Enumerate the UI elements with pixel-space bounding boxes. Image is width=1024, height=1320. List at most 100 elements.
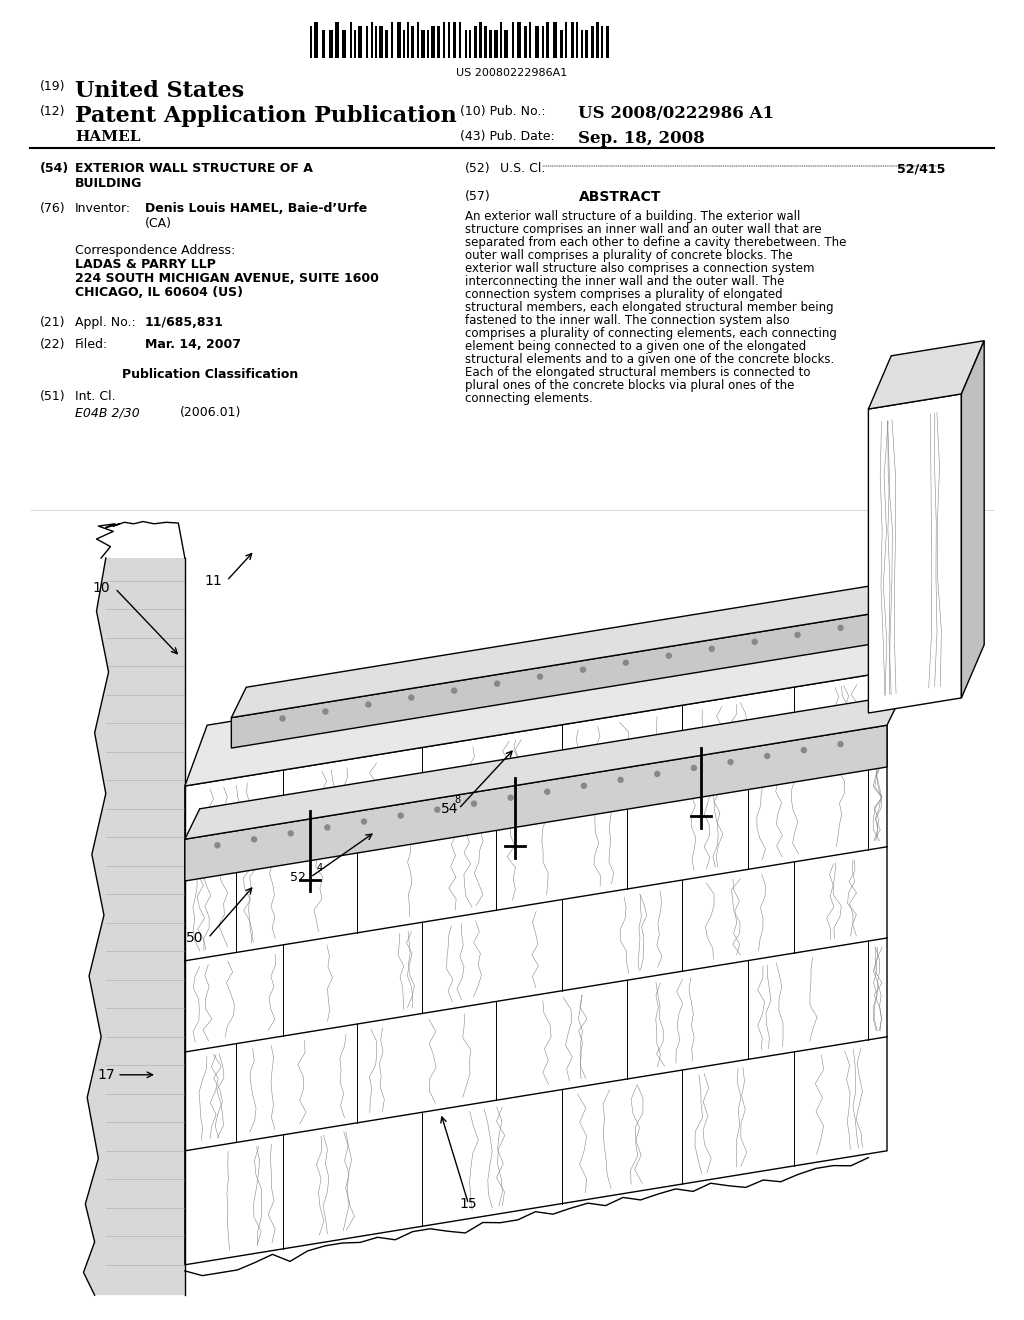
Circle shape [582, 783, 587, 788]
Text: outer wall comprises a plurality of concrete blocks. The: outer wall comprises a plurality of conc… [465, 249, 793, 261]
Bar [465, 30, 467, 58]
Text: (10) Pub. No.:: (10) Pub. No.: [460, 106, 546, 117]
Bar [571, 22, 574, 58]
Polygon shape [962, 341, 984, 698]
Bar [397, 22, 401, 58]
Text: EXTERIOR WALL STRUCTURE OF A
BUILDING: EXTERIOR WALL STRUCTURE OF A BUILDING [75, 162, 313, 190]
Bar [560, 30, 563, 58]
Text: Publication Classification: Publication Classification [122, 368, 298, 381]
Text: Int. Cl.: Int. Cl. [75, 389, 116, 403]
Text: 52: 52 [290, 871, 305, 883]
Circle shape [452, 688, 457, 693]
Circle shape [215, 842, 220, 847]
Text: CHICAGO, IL 60604 (US): CHICAGO, IL 60604 (US) [75, 286, 243, 300]
Bar [354, 30, 356, 58]
Bar [484, 26, 487, 58]
Text: structural members, each elongated structural member being: structural members, each elongated struc… [465, 301, 834, 314]
Bar [524, 26, 527, 58]
Polygon shape [84, 558, 185, 1295]
Bar [596, 22, 599, 58]
Circle shape [795, 632, 800, 638]
Circle shape [710, 647, 714, 651]
Bar [489, 30, 492, 58]
Circle shape [409, 696, 414, 700]
Circle shape [545, 789, 550, 795]
Bar [411, 26, 414, 58]
Circle shape [280, 715, 285, 721]
Bar [512, 22, 514, 58]
Text: Filed:: Filed: [75, 338, 109, 351]
Bar [553, 22, 557, 58]
Bar [504, 30, 508, 58]
Bar [329, 30, 333, 58]
Bar [350, 22, 352, 58]
Text: E04B 2/30: E04B 2/30 [75, 407, 139, 418]
Text: (2006.01): (2006.01) [180, 407, 242, 418]
Circle shape [398, 813, 403, 818]
Text: interconnecting the inner wall and the outer wall. The: interconnecting the inner wall and the o… [465, 275, 784, 288]
Bar [310, 26, 312, 58]
Text: 8: 8 [455, 795, 461, 805]
Bar [335, 22, 339, 58]
Bar [591, 26, 594, 58]
Bar [479, 22, 482, 58]
Text: Each of the elongated structural members is connected to: Each of the elongated structural members… [465, 366, 811, 379]
Text: plural ones of the concrete blocks via plural ones of the: plural ones of the concrete blocks via p… [465, 379, 795, 392]
Polygon shape [185, 672, 887, 1265]
Circle shape [581, 667, 586, 672]
Circle shape [495, 681, 500, 686]
Text: (52): (52) [465, 162, 490, 176]
Text: connection system comprises a plurality of elongated: connection system comprises a plurality … [465, 288, 782, 301]
Text: element being connected to a given one of the elongated: element being connected to a given one o… [465, 341, 806, 352]
Text: Sep. 18, 2008: Sep. 18, 2008 [578, 129, 705, 147]
Bar [535, 26, 539, 58]
Bar [366, 26, 368, 58]
Text: LADAS & PARRY LLP: LADAS & PARRY LLP [75, 257, 216, 271]
Polygon shape [185, 725, 887, 880]
Circle shape [471, 801, 476, 807]
Text: Correspondence Address:: Correspondence Address: [75, 244, 236, 257]
Circle shape [435, 807, 440, 812]
Text: 4: 4 [316, 863, 323, 874]
Text: (54): (54) [40, 162, 70, 176]
Bar [500, 22, 502, 58]
Circle shape [802, 747, 806, 752]
Text: Appl. No.:: Appl. No.: [75, 315, 136, 329]
Text: comprises a plurality of connecting elements, each connecting: comprises a plurality of connecting elem… [465, 327, 837, 341]
Bar [431, 26, 435, 58]
Text: Denis Louis HAMEL, Baie-d’Urfe: Denis Louis HAMEL, Baie-d’Urfe [145, 202, 368, 215]
Bar [517, 22, 521, 58]
Text: (43) Pub. Date:: (43) Pub. Date: [460, 129, 555, 143]
Bar [385, 30, 388, 58]
Circle shape [728, 759, 733, 764]
Bar [494, 30, 498, 58]
Text: structural elements and to a given one of the concrete blocks.: structural elements and to a given one o… [465, 352, 835, 366]
Text: (CA): (CA) [145, 216, 172, 230]
Bar [421, 30, 425, 58]
Bar [371, 22, 373, 58]
Bar [601, 26, 603, 58]
Bar [403, 30, 406, 58]
Bar [437, 26, 440, 58]
Text: exterior wall structure also comprises a connection system: exterior wall structure also comprises a… [465, 261, 814, 275]
Text: 11/685,831: 11/685,831 [145, 315, 224, 329]
Circle shape [624, 660, 629, 665]
Text: 17: 17 [97, 1068, 115, 1082]
Text: 52/415: 52/415 [897, 162, 945, 176]
Text: U.S. Cl.: U.S. Cl. [500, 162, 546, 176]
Circle shape [252, 837, 257, 842]
Text: 224 SOUTH MICHIGAN AVENUE, SUITE 1600: 224 SOUTH MICHIGAN AVENUE, SUITE 1600 [75, 272, 379, 285]
Text: ABSTRACT: ABSTRACT [579, 190, 662, 205]
Text: structure comprises an inner wall and an outer wall that are: structure comprises an inner wall and an… [465, 223, 821, 236]
Bar [474, 26, 477, 58]
Bar [391, 22, 393, 58]
Bar [606, 26, 609, 58]
Bar [375, 26, 377, 58]
Bar [459, 22, 461, 58]
Polygon shape [868, 393, 962, 713]
Text: HAMEL: HAMEL [75, 129, 140, 144]
Text: Patent Application Publication: Patent Application Publication [75, 106, 457, 127]
Polygon shape [231, 581, 902, 718]
Bar [469, 30, 471, 58]
Bar [453, 22, 456, 58]
